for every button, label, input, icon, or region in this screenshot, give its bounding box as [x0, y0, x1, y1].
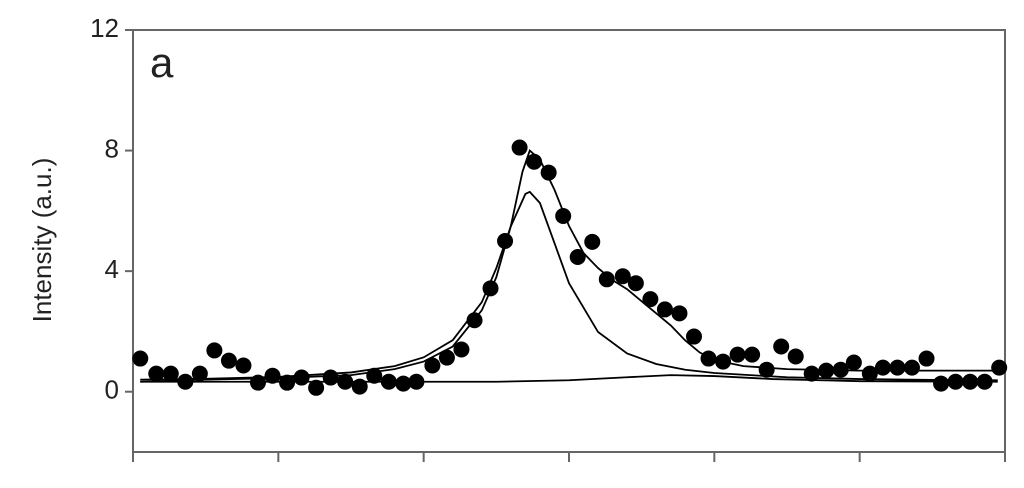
- data-point: [424, 357, 441, 374]
- data-point: [758, 361, 775, 378]
- data-point: [264, 367, 281, 384]
- data-point: [874, 359, 891, 376]
- panel-label: a: [150, 39, 174, 86]
- data-point: [861, 365, 878, 382]
- data-point: [148, 365, 165, 382]
- data-point: [162, 365, 179, 382]
- data-point: [787, 348, 804, 365]
- data-point: [889, 359, 906, 376]
- data-point: [598, 271, 615, 288]
- data-point: [671, 305, 688, 322]
- data-point: [656, 301, 673, 318]
- data-point: [395, 375, 412, 392]
- data-point: [438, 349, 455, 366]
- plot-frame: [132, 29, 1006, 453]
- data-point: [991, 359, 1008, 376]
- data-point: [903, 359, 920, 376]
- fit-line: [140, 149, 998, 383]
- fit-line: [140, 374, 998, 383]
- data-point: [308, 379, 325, 396]
- y-tick-label: 12: [90, 13, 119, 43]
- data-point: [511, 139, 528, 156]
- data-point: [569, 248, 586, 265]
- data-point: [220, 352, 237, 369]
- y-tick-label: 4: [105, 254, 119, 284]
- data-point: [235, 357, 252, 374]
- data-point: [627, 275, 644, 292]
- y-tick-label: 0: [105, 375, 119, 405]
- data-point: [773, 338, 790, 355]
- data-point: [685, 328, 702, 345]
- data-point: [132, 350, 149, 367]
- data-point: [700, 350, 717, 367]
- data-point: [206, 342, 223, 359]
- data-point: [584, 233, 601, 250]
- data-point: [729, 346, 746, 363]
- data-point: [642, 291, 659, 308]
- data-point: [453, 341, 470, 358]
- y-axis-label: Intensity (a.u.): [27, 158, 57, 323]
- data-point: [933, 375, 950, 392]
- data-point: [614, 268, 631, 285]
- data-point: [744, 346, 761, 363]
- y-tick-label: 8: [105, 133, 119, 163]
- data-point: [191, 365, 208, 382]
- data-point: [322, 369, 339, 386]
- data-point: [845, 354, 862, 371]
- data-point: [918, 350, 935, 367]
- fit-line: [140, 190, 998, 382]
